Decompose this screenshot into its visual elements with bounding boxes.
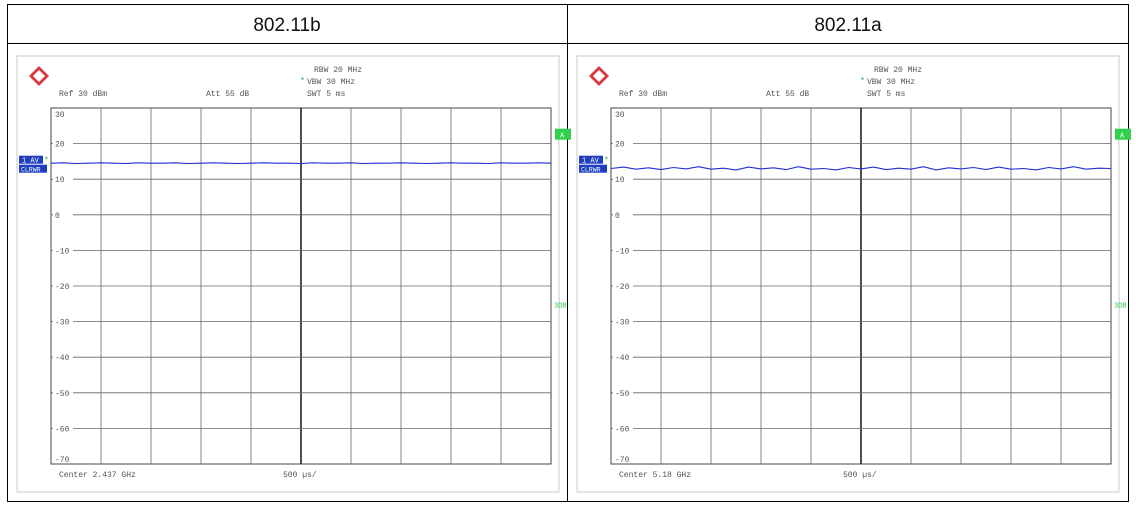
y-tick-label: 0 (55, 212, 60, 221)
y-tick-label: 10 (615, 176, 625, 185)
y-tick-label: 10 (55, 176, 65, 185)
marker-a-background (555, 128, 571, 140)
logo-inner-icon (33, 70, 45, 82)
trace-label-1-background (579, 155, 603, 164)
y-tick-label-background (613, 316, 633, 326)
vbw-marker-icon: * (300, 77, 305, 86)
y-tick-label-background (613, 387, 633, 397)
trace-label-2: CLRWR (581, 167, 601, 174)
sweep-time-label: SWT 5 ms (307, 90, 346, 99)
rohde-schwarz-logo (589, 66, 609, 86)
y-tick-label-background (53, 387, 73, 397)
vbw-label: VBW 30 MHz (307, 78, 355, 87)
trace-marker-icon: * (604, 157, 609, 166)
trace-label-1: 1 AV (582, 158, 600, 166)
marker-a-label: A (560, 133, 565, 141)
center-frequency-label: Center 5.18 GHz (619, 471, 691, 480)
trace-label-2-background (579, 164, 607, 173)
y-tick-label: 20 (55, 141, 65, 150)
table-frame (7, 4, 1129, 502)
y-tick-label-background (53, 209, 73, 219)
y-tick-label: -60 (615, 425, 630, 434)
y-tick-label: -30 (55, 319, 70, 328)
y-tick-label: -20 (55, 283, 70, 292)
y-tick-label-background (613, 281, 633, 290)
rohde-schwarz-logo (29, 66, 49, 86)
y-tick-label: -70 (55, 456, 70, 465)
y-tick-label: 30 (615, 111, 625, 120)
y-tick-label-background (53, 423, 73, 433)
y-tick-label: -50 (615, 390, 630, 399)
y-tick-label-background (53, 174, 73, 184)
marker-a-label: A (1120, 133, 1125, 141)
rbw-label: RBW 20 MHz (874, 66, 922, 75)
y-tick-label-background (613, 209, 633, 219)
y-tick-label-background (613, 174, 633, 184)
y-tick-label: -30 (615, 319, 630, 328)
trace-label-1-background (19, 155, 43, 164)
trace-line (50, 162, 552, 165)
sweep-per-division-label: 500 µs/ (283, 471, 317, 480)
y-tick-label: -10 (615, 247, 630, 256)
y-tick-label-background (53, 245, 73, 255)
marker-3db-label: 3DB (1114, 302, 1127, 310)
y-tick-label: 0 (615, 212, 620, 221)
y-tick-label-background (613, 352, 633, 362)
y-tick-label-background (613, 138, 633, 148)
ref-level-label: Ref 30 dBm (59, 90, 107, 99)
y-tick-label: 30 (55, 111, 65, 120)
y-tick-label: -70 (615, 456, 630, 465)
y-tick-label: -40 (55, 354, 70, 363)
attenuation-label: Att 55 dB (766, 90, 809, 99)
sweep-per-division-label: 500 µs/ (843, 471, 877, 480)
y-tick-label: -60 (55, 425, 70, 434)
trace-line (610, 166, 1112, 171)
column-header-802-11b: 802.11b (253, 15, 320, 36)
y-tick-label: -20 (615, 283, 630, 292)
trace-label-2: CLRWR (21, 167, 41, 174)
rbw-label: RBW 20 MHz (314, 66, 362, 75)
y-tick-label: 20 (615, 141, 625, 150)
marker-3db-label: 3DB (554, 302, 567, 310)
y-tick-label-background (53, 352, 73, 362)
y-tick-label-background (53, 281, 73, 290)
y-tick-label-background (53, 138, 73, 148)
marker-a-background (1115, 128, 1131, 140)
y-tick-label: -10 (55, 247, 70, 256)
center-frequency-label: Center 2.437 GHz (59, 471, 136, 480)
trace-label-2-background (19, 164, 47, 173)
trace-marker-icon: * (44, 157, 49, 166)
y-tick-label: -40 (615, 354, 630, 363)
y-tick-label-background (613, 245, 633, 255)
attenuation-label: Att 55 dB (206, 90, 249, 99)
column-header-802-11a: 802.11a (814, 15, 882, 36)
sweep-time-label: SWT 5 ms (867, 90, 906, 99)
y-tick-label: -50 (55, 390, 70, 399)
ref-level-label: Ref 30 dBm (619, 90, 667, 99)
y-tick-label-background (613, 423, 633, 433)
vbw-marker-icon: * (860, 77, 865, 86)
logo-inner-icon (593, 70, 605, 82)
y-tick-label-background (53, 316, 73, 326)
trace-label-1: 1 AV (22, 158, 40, 166)
vbw-label: VBW 30 MHz (867, 78, 915, 87)
